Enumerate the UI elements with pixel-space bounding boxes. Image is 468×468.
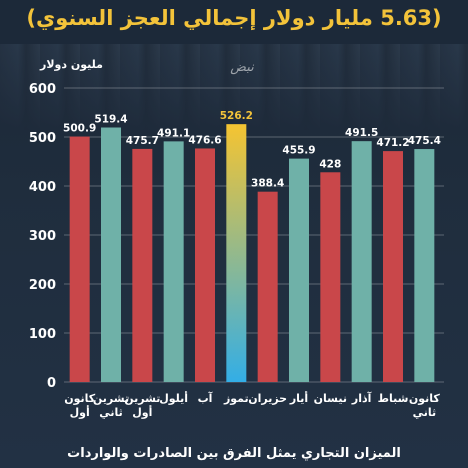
footer-note: الميزان التجاري يمثل الفرق بين الصادرات … [67,446,401,461]
x-tick-label: أول [70,405,90,419]
y-tick-label: 0 [47,376,56,391]
y-tick-label: 400 [29,180,56,195]
bar [101,127,121,382]
data-label: 491.1 [157,127,190,139]
x-tick-label: أيار [289,391,308,405]
x-tick-label: أول [132,405,152,419]
data-label: 428 [319,158,341,170]
x-tick-label: تشرين [124,392,160,405]
x-tick-label: نيسان [314,392,347,405]
bar [320,172,341,382]
bar [414,149,435,382]
x-tick-label: ثاني [99,406,123,419]
data-label: 491.5 [345,127,378,139]
bar [226,124,247,383]
y-tick-label: 300 [29,229,56,244]
x-tick-label: شباط [378,392,409,405]
bar [383,151,403,382]
data-label: 388.4 [251,178,284,190]
x-tick-label: حزيران [248,392,287,405]
data-label: 475.4 [408,135,441,147]
x-tick-label: آذار [351,391,372,405]
data-label: 455.9 [282,145,315,157]
x-tick-label: تشرين [93,392,129,405]
bar [69,136,90,382]
x-tick-label: كانون [409,392,441,405]
y-tick-label: 600 [29,82,56,97]
data-label: 476.6 [188,134,221,146]
x-tick-label: كانون [64,392,96,405]
bar [257,191,278,382]
chart-title: (5.63 مليار دولار إجمالي العجز السنوي) [26,6,442,30]
background-photo [0,30,468,130]
data-label: 475.7 [126,135,159,147]
bar [163,141,184,382]
title-bar: (5.63 مليار دولار إجمالي العجز السنوي) [0,0,468,44]
x-tick-label: أيلول [159,391,188,405]
x-tick-label: ثاني [413,406,437,419]
bar [195,148,215,382]
y-tick-label: 200 [29,278,56,293]
x-tick-label: تموز [223,392,249,405]
data-label: 526.2 [220,110,253,122]
y-axis-label: مليون دولار [40,58,103,71]
bar [132,148,153,382]
data-label: 519.4 [94,113,127,125]
x-tick-label: آب [198,391,213,405]
y-tick-label: 100 [29,327,56,342]
watermark-logo: نبض [230,60,254,75]
bar [289,158,309,382]
data-label: 500.9 [63,123,96,135]
y-tick-label: 500 [29,131,56,146]
bar [351,141,372,382]
data-label: 471.2 [376,137,409,149]
